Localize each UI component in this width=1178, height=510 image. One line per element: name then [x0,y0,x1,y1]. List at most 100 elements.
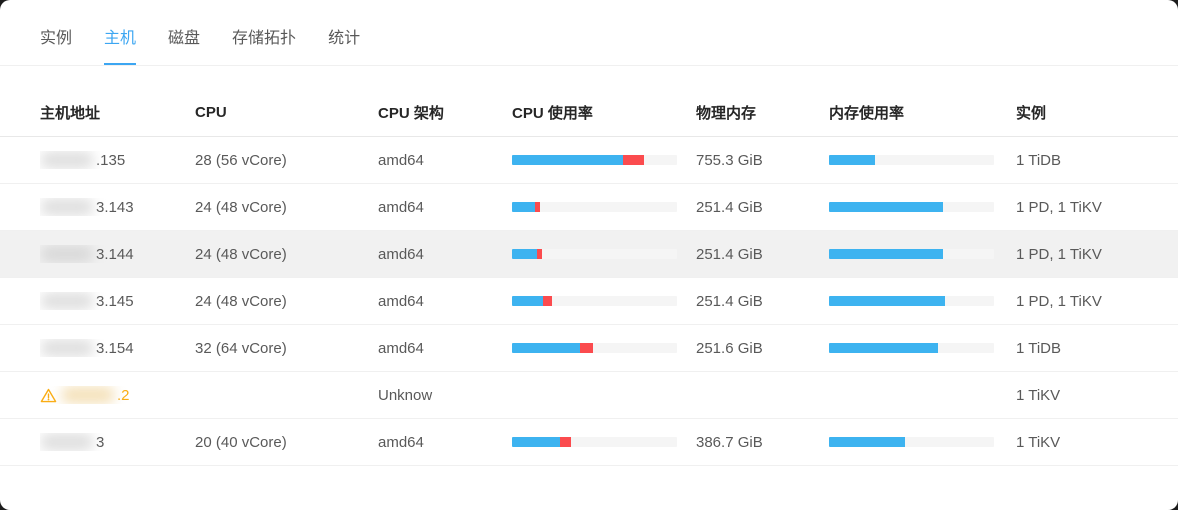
memory-usage-cell [829,249,1016,259]
cpu-usage-red-segment [536,249,542,259]
host-address-cell: 3.144 [40,245,195,263]
memory-usage-used-segment [829,155,876,165]
cpu-usage-cell [512,155,696,165]
memory-usage-cell [829,296,1016,306]
host-address: 3.144 [96,245,134,263]
host-address-cell: 3.154 [40,339,195,357]
redacted-host-prefix [40,245,94,263]
tab-0[interactable]: 实例 [40,30,73,47]
redacted-host-prefix [40,339,94,357]
cpu-usage-bar [512,437,677,447]
physical-memory-cell: 251.4 GiB [696,292,763,310]
table-row[interactable]: 3.143 24 (48 vCore) amd64 251.4 GiB 1 PD… [0,184,1178,231]
cpu-usage-used-segment [512,155,623,165]
memory-usage-cell [829,155,1016,165]
table-body: .135 28 (56 vCore) amd64 755.3 GiB 1 TiD… [0,137,1178,466]
host-address: 3 [96,433,105,451]
tab-3[interactable]: 存储拓扑 [232,30,297,47]
cpu-cores-cell: 20 (40 vCore) [195,433,287,451]
cpu-usage-used-segment [512,202,536,212]
redacted-host-prefix [40,151,94,169]
table-row[interactable]: 3.144 24 (48 vCore) amd64 251.4 GiB 1 PD… [0,231,1178,278]
cpu-cores-cell: 24 (48 vCore) [195,245,287,263]
cpu-usage-red-segment [559,437,572,447]
redacted-host-prefix [40,292,94,310]
memory-usage-used-segment [829,202,943,212]
memory-usage-used-segment [829,249,943,259]
cpu-cores-cell: 24 (48 vCore) [195,292,287,310]
redacted-host-prefix [61,386,115,404]
cpu-usage-bar [512,296,677,306]
memory-usage-bar [829,155,994,165]
tab-1[interactable]: 主机 [104,11,137,65]
physical-memory-cell: 251.4 GiB [696,245,763,263]
instances-cell: 1 PD, 1 TiKV [1016,292,1102,310]
table-row[interactable]: 3.154 32 (64 vCore) amd64 251.6 GiB 1 Ti… [0,325,1178,372]
host-address: 3.143 [96,198,134,216]
redacted-host-prefix [40,198,94,216]
table-row[interactable]: 3 20 (40 vCore) amd64 386.7 GiB 1 TiKV [0,419,1178,466]
cpu-arch-cell: amd64 [378,198,424,216]
cpu-usage-used-segment [512,343,580,353]
host-address-cell: .2 [40,386,195,404]
column-header-memory: 物理内存 [696,104,757,122]
cpu-usage-red-segment [579,343,593,353]
table-row[interactable]: .135 28 (56 vCore) amd64 755.3 GiB 1 TiD… [0,137,1178,184]
cpu-usage-used-segment [512,296,544,306]
warning-icon [40,387,57,404]
host-address-cell: 3.145 [40,292,195,310]
memory-usage-used-segment [829,296,945,306]
cpu-arch-cell: amd64 [378,245,424,263]
instances-cell: 1 PD, 1 TiKV [1016,245,1102,263]
physical-memory-cell: 755.3 GiB [696,151,763,169]
memory-usage-bar [829,249,994,259]
memory-usage-cell [829,202,1016,212]
instances-cell: 1 TiKV [1016,433,1061,451]
memory-usage-bar [829,296,994,306]
physical-memory-cell: 386.7 GiB [696,433,763,451]
memory-usage-bar [829,343,994,353]
tab-4[interactable]: 统计 [328,30,361,47]
cpu-usage-bar [512,343,677,353]
cpu-arch-cell: Unknow [378,386,433,404]
cpu-arch-cell: amd64 [378,151,424,169]
host-address: 3.145 [96,292,134,310]
table-header: 主机地址 CPU CPU 架构 CPU 使用率 物理内存 内存使用率 实例 [0,66,1178,137]
host-address-cell: 3 [40,433,195,451]
memory-usage-used-segment [829,343,938,353]
column-header-mem-usage: 内存使用率 [829,104,905,122]
instances-cell: 1 TiDB [1016,339,1062,357]
table-row[interactable]: .2 Unknow 1 TiKV [0,372,1178,419]
memory-usage-cell [829,437,1016,447]
column-header-instances: 实例 [1016,104,1047,122]
redacted-host-prefix [40,433,94,451]
memory-usage-bar [829,437,994,447]
host-address: 3.154 [96,339,134,357]
cpu-usage-cell [512,437,696,447]
column-header-cpu-usage: CPU 使用率 [512,104,593,122]
column-header-cpu-arch: CPU 架构 [378,104,444,122]
cpu-arch-cell: amd64 [378,339,424,357]
column-header-host: 主机地址 [40,104,101,122]
cpu-cores-cell: 32 (64 vCore) [195,339,287,357]
cpu-usage-bar [512,202,677,212]
cpu-usage-cell [512,249,696,259]
memory-usage-used-segment [829,437,905,447]
tab-bar: 实例 主机 磁盘 存储拓扑 统计 [0,0,1178,66]
cpu-usage-cell [512,202,696,212]
cpu-usage-red-segment [543,296,552,306]
host-address: .135 [96,151,126,169]
instances-cell: 1 TiKV [1016,386,1061,404]
instances-cell: 1 TiDB [1016,151,1062,169]
cpu-arch-cell: amd64 [378,292,424,310]
instances-cell: 1 PD, 1 TiKV [1016,198,1102,216]
cpu-usage-red-segment [622,155,644,165]
physical-memory-cell: 251.4 GiB [696,198,763,216]
tab-2[interactable]: 磁盘 [168,30,201,47]
physical-memory-cell: 251.6 GiB [696,339,763,357]
table-row[interactable]: 3.145 24 (48 vCore) amd64 251.4 GiB 1 PD… [0,278,1178,325]
column-header-cpu: CPU [195,103,227,121]
cpu-usage-bar [512,155,677,165]
memory-usage-cell [829,343,1016,353]
